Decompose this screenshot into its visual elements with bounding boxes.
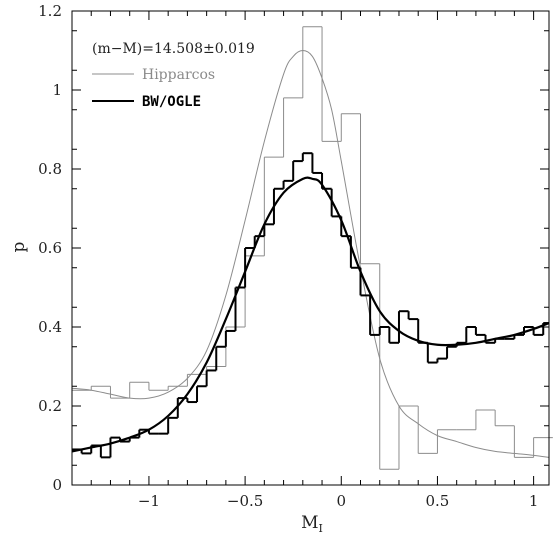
x-tick-label: −1 xyxy=(138,492,160,510)
x-tick-label: −0.5 xyxy=(227,492,263,510)
y-tick-label: 0.6 xyxy=(38,239,62,257)
legend-bw-ogle-label: BW/OGLE xyxy=(142,94,201,110)
y-tick-label: 1.2 xyxy=(38,2,62,20)
y-tick-label: 0.4 xyxy=(38,318,62,336)
hipparcos-fit-layer xyxy=(71,49,550,458)
bw-ogle-fit-curve xyxy=(71,176,550,453)
x-axis-label: MI xyxy=(301,513,323,535)
y-tick-label: 0.2 xyxy=(38,397,62,415)
y-tick-label: 1 xyxy=(52,81,62,99)
y-tick-label: 0.8 xyxy=(38,160,62,178)
hipparcos-fit-curve xyxy=(71,49,550,458)
y-axis-label: p xyxy=(9,241,29,252)
legend-hipparcos-label: Hipparcos xyxy=(142,67,215,83)
hipparcos-histogram-layer xyxy=(72,26,553,470)
x-axis-label-subscript: I xyxy=(319,522,323,535)
bw-ogle-fit-layer xyxy=(71,176,550,453)
axis-ticks: −1 −0.5 0 0.5 1 0 0.2 0.4 0.6 0.8 1 1.2 xyxy=(38,2,549,510)
bw-ogle-histogram-layer xyxy=(72,152,549,459)
x-axis-label-main: M xyxy=(301,513,318,533)
x-tick-label: 1 xyxy=(529,492,539,510)
x-tick-label: 0 xyxy=(337,492,347,510)
x-tick-label: 0.5 xyxy=(426,492,450,510)
y-tick-label: 0 xyxy=(52,476,62,494)
distance-modulus-annotation: (m−M)=14.508±0.019 xyxy=(92,41,255,57)
